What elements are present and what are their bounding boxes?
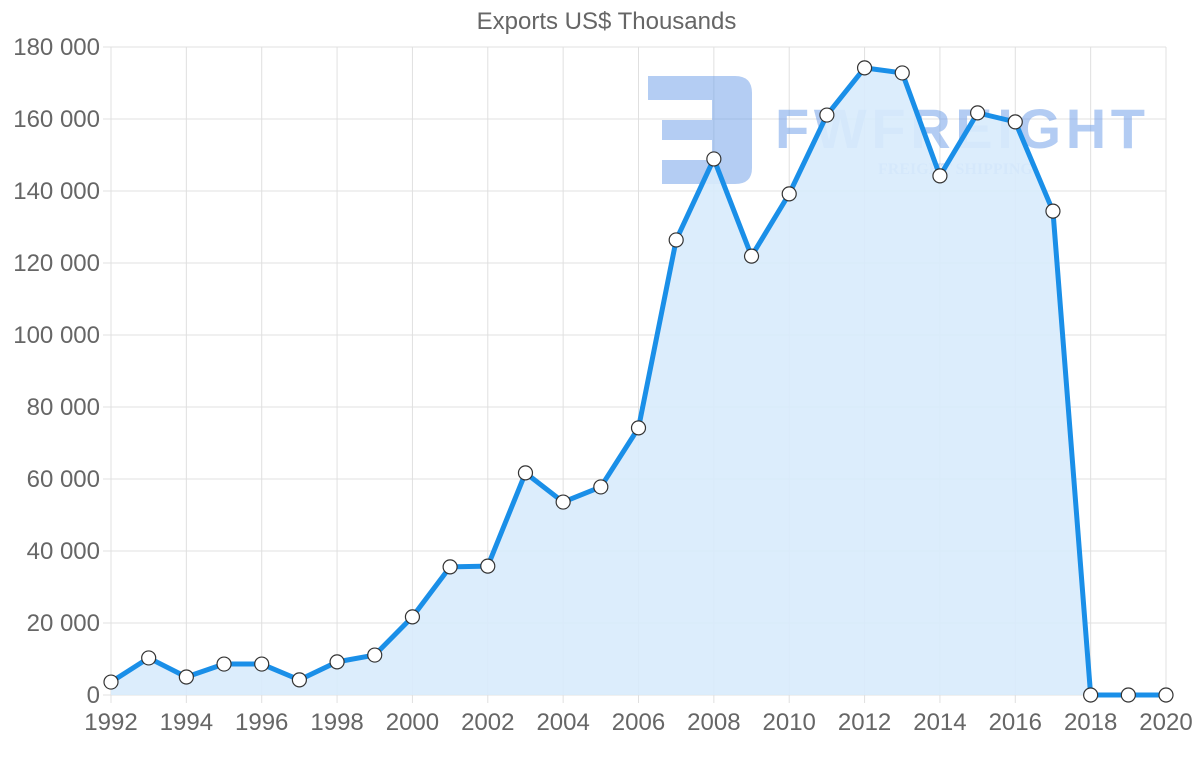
- y-tick-label: 180 000: [13, 34, 100, 61]
- y-tick-label: 160 000: [13, 106, 100, 133]
- data-point[interactable]: [1045, 203, 1061, 219]
- y-tick-label: 120 000: [13, 250, 100, 277]
- data-point[interactable]: [856, 60, 873, 76]
- y-tick-label: 60 000: [27, 466, 100, 493]
- x-tick-label: 2018: [1064, 709, 1117, 736]
- data-point[interactable]: [593, 479, 609, 495]
- data-point[interactable]: [442, 559, 458, 575]
- data-point[interactable]: [517, 465, 534, 481]
- x-tick-label: 2008: [687, 709, 740, 736]
- data-point[interactable]: [141, 650, 157, 666]
- x-tick-label: 2016: [989, 709, 1042, 736]
- chart-title: Exports US$ Thousands: [476, 8, 737, 35]
- data-point[interactable]: [932, 168, 948, 184]
- data-point[interactable]: [329, 654, 345, 670]
- data-point[interactable]: [178, 669, 194, 685]
- x-tick-label: 2012: [838, 709, 891, 736]
- area-fill: [111, 67, 1166, 695]
- brand-logo-icon: [648, 76, 752, 184]
- data-point[interactable]: [781, 186, 797, 202]
- data-point[interactable]: [291, 672, 307, 688]
- x-tick-label: 2006: [612, 709, 665, 736]
- data-point[interactable]: [254, 656, 270, 672]
- x-tick-label: 2000: [386, 709, 439, 736]
- y-tick-label: 0: [87, 682, 100, 709]
- y-tick-label: 100 000: [13, 322, 100, 349]
- x-tick-label: 2002: [461, 709, 514, 736]
- x-tick-label: 2014: [913, 709, 966, 736]
- data-point[interactable]: [1158, 687, 1174, 703]
- data-point[interactable]: [1007, 114, 1023, 130]
- data-point[interactable]: [480, 558, 496, 574]
- data-point[interactable]: [668, 232, 684, 248]
- data-point[interactable]: [367, 647, 383, 663]
- y-tick-label: 80 000: [27, 394, 100, 421]
- data-point[interactable]: [1120, 687, 1136, 703]
- data-point[interactable]: [404, 609, 421, 625]
- data-point[interactable]: [216, 656, 232, 672]
- data-point[interactable]: [706, 151, 722, 167]
- y-tick-label: 40 000: [27, 538, 100, 565]
- y-tick-label: 20 000: [27, 610, 100, 637]
- data-point[interactable]: [1083, 687, 1099, 703]
- x-tick-label: 1994: [160, 709, 213, 736]
- x-tick-label: 1998: [310, 709, 363, 736]
- x-tick-label: 1992: [84, 709, 137, 736]
- x-tick-label: 2004: [536, 709, 589, 736]
- data-point[interactable]: [103, 674, 119, 690]
- y-tick-label: 140 000: [13, 178, 100, 205]
- data-point[interactable]: [630, 420, 647, 436]
- x-tick-label: 2020: [1139, 709, 1192, 736]
- data-point[interactable]: [819, 107, 835, 123]
- x-tick-label: 2010: [763, 709, 816, 736]
- x-tick-label: 1996: [235, 709, 288, 736]
- data-point[interactable]: [743, 248, 760, 264]
- data-point[interactable]: [894, 65, 910, 81]
- data-point[interactable]: [970, 105, 986, 121]
- data-point[interactable]: [555, 494, 571, 510]
